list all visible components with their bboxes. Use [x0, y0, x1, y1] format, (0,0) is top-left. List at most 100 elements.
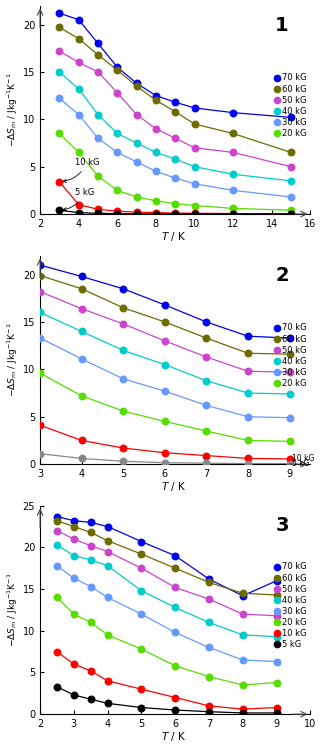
Point — [173, 106, 178, 118]
Point — [206, 616, 212, 628]
Point — [289, 204, 294, 216]
Point — [274, 676, 279, 688]
Legend: 70 kG, 60 kG, 50 kG, 40 kG, 30 kG, 20 kG: 70 kG, 60 kG, 50 kG, 40 kG, 30 kG, 20 kG — [276, 324, 306, 388]
Point — [71, 533, 76, 545]
Point — [287, 458, 292, 470]
Point — [287, 332, 292, 344]
Point — [231, 207, 236, 219]
Y-axis label: $-\Delta S_m$ / Jkg$^{-1}$K$^{-1}$: $-\Delta S_m$ / Jkg$^{-1}$K$^{-1}$ — [6, 73, 20, 147]
Point — [115, 184, 120, 196]
Point — [105, 535, 110, 547]
Point — [173, 660, 178, 672]
Point — [79, 434, 84, 446]
Point — [38, 332, 43, 344]
Point — [206, 573, 212, 585]
Point — [76, 198, 81, 210]
X-axis label: $T$ / K  : $T$ / K — [161, 230, 189, 243]
Point — [173, 153, 178, 165]
Point — [71, 689, 76, 701]
Point — [76, 33, 81, 45]
Point — [121, 318, 126, 330]
Point — [274, 707, 279, 719]
Point — [287, 453, 292, 465]
Point — [139, 562, 144, 574]
Point — [121, 405, 126, 417]
Point — [71, 608, 76, 620]
Point — [245, 458, 251, 470]
Text: 5 kG: 5 kG — [63, 188, 94, 211]
Point — [173, 207, 178, 219]
Point — [173, 581, 178, 593]
Point — [76, 83, 81, 95]
Point — [139, 548, 144, 560]
Point — [153, 94, 158, 106]
Point — [121, 302, 126, 314]
Point — [38, 448, 43, 460]
Point — [139, 536, 144, 548]
Point — [79, 270, 84, 282]
Point — [192, 102, 197, 114]
Point — [204, 374, 209, 386]
Point — [54, 539, 60, 551]
Point — [289, 112, 294, 124]
Point — [57, 92, 62, 104]
Point — [204, 425, 209, 437]
Point — [139, 702, 144, 714]
Point — [206, 641, 212, 653]
Point — [173, 601, 178, 613]
Point — [88, 527, 93, 539]
Point — [162, 359, 167, 371]
Point — [88, 540, 93, 552]
Point — [139, 683, 144, 695]
Point — [240, 654, 245, 666]
Point — [173, 96, 178, 108]
Point — [162, 299, 167, 311]
Point — [95, 203, 100, 215]
Point — [240, 707, 245, 719]
Point — [134, 109, 139, 121]
Point — [173, 691, 178, 703]
Point — [192, 161, 197, 173]
Point — [134, 191, 139, 203]
Point — [95, 49, 100, 61]
Point — [79, 390, 84, 402]
Point — [231, 184, 236, 196]
Point — [95, 37, 100, 49]
Point — [204, 351, 209, 363]
Y-axis label: $-\Delta S_m$ / Jkg$^{-1}$K$^{-1}$: $-\Delta S_m$ / Jkg$^{-1}$K$^{-1}$ — [6, 323, 20, 397]
Point — [245, 387, 251, 399]
Point — [289, 161, 294, 173]
Point — [105, 675, 110, 687]
Point — [173, 133, 178, 145]
Point — [76, 56, 81, 68]
Point — [173, 550, 178, 562]
Point — [121, 373, 126, 385]
Point — [287, 435, 292, 447]
Point — [245, 410, 251, 422]
Point — [38, 259, 43, 271]
Point — [88, 693, 93, 705]
Point — [204, 399, 209, 411]
Point — [115, 127, 120, 139]
Point — [274, 574, 279, 586]
Point — [289, 147, 294, 159]
Point — [54, 525, 60, 537]
Text: 3: 3 — [275, 516, 289, 535]
Point — [115, 64, 120, 76]
Point — [192, 208, 197, 220]
Point — [162, 335, 167, 347]
Point — [173, 198, 178, 210]
Point — [57, 22, 62, 34]
Point — [289, 207, 294, 219]
Point — [121, 283, 126, 295]
Point — [287, 366, 292, 378]
Point — [121, 345, 126, 357]
Point — [57, 66, 62, 78]
Point — [287, 348, 292, 360]
Point — [289, 208, 294, 220]
Point — [153, 207, 158, 219]
Point — [57, 127, 62, 139]
Point — [95, 133, 100, 145]
Point — [134, 80, 139, 92]
Point — [88, 580, 93, 592]
